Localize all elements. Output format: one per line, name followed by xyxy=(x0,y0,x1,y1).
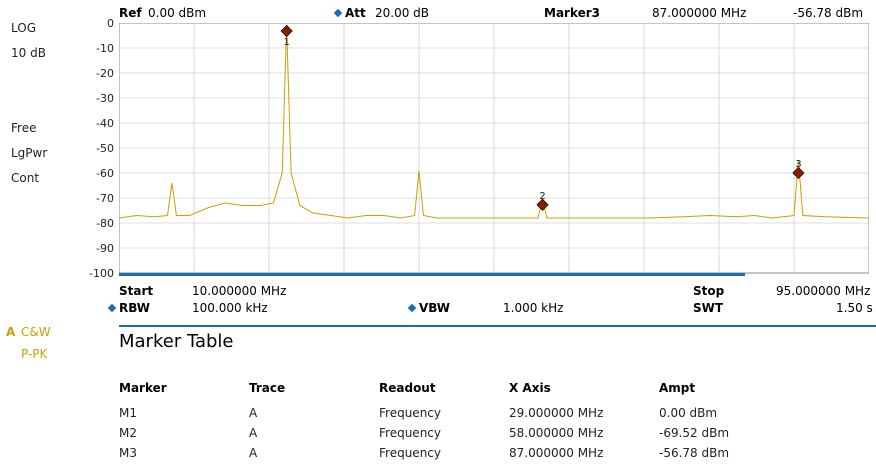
col-header-x-axis: X Axis xyxy=(509,381,551,395)
y-tick-label: -20 xyxy=(96,67,114,80)
att-label: Att xyxy=(345,6,366,20)
cell-ampt: -69.52 dBm xyxy=(659,426,730,440)
scale-type[interactable]: LOG xyxy=(11,21,37,35)
y-tick-label: 0 xyxy=(107,17,114,30)
trace-a-line xyxy=(119,25,869,219)
cell-x-axis: 87.000000 MHz xyxy=(509,446,604,460)
swt-label[interactable]: SWT xyxy=(693,301,724,315)
marker-readout-ampt: -56.78 dBm xyxy=(793,6,864,20)
section-divider xyxy=(119,325,876,327)
att-value[interactable]: 20.00 dB xyxy=(375,6,430,20)
cell-readout: Frequency xyxy=(379,426,441,440)
trace-mode[interactable]: C&W xyxy=(21,325,51,339)
cell-marker: M1 xyxy=(119,406,137,420)
marker-number-label: 3 xyxy=(795,159,801,170)
vbw-diamond-icon xyxy=(407,303,417,313)
vbw-setting[interactable]: VBW xyxy=(407,301,451,315)
marker-diamond-icon xyxy=(280,24,293,38)
y-tick-label: -90 xyxy=(96,242,114,255)
plot-grid xyxy=(119,23,869,273)
marker-number-label: 2 xyxy=(539,191,545,202)
marker-3[interactable]: 3 xyxy=(792,159,805,180)
swt-value[interactable]: 1.50 s xyxy=(836,301,873,315)
vbw-value[interactable]: 1.000 kHz xyxy=(503,301,564,315)
marker-readout-freq: 87.000000 MHz xyxy=(652,6,747,20)
rbw-setting[interactable]: RBW xyxy=(107,301,150,315)
marker-table-title: Marker Table xyxy=(119,331,234,352)
sweep-mode[interactable]: Cont xyxy=(11,171,40,185)
sweep-progress-bar xyxy=(119,273,745,276)
marker-diamond-icon xyxy=(792,166,805,180)
ref-label[interactable]: Ref xyxy=(119,6,142,20)
col-header-readout: Readout xyxy=(379,381,436,395)
marker-number-label: 1 xyxy=(283,37,289,48)
rbw-label: RBW xyxy=(119,301,150,315)
scale-div[interactable]: 10 dB xyxy=(11,46,46,60)
marker-readout-label[interactable]: Marker3 xyxy=(544,6,601,20)
spectrum-plot[interactable]: 1 2 3 xyxy=(119,23,869,276)
y-tick-label: -80 xyxy=(96,217,114,230)
marker-1[interactable]: 1 xyxy=(280,24,293,48)
cell-readout: Frequency xyxy=(379,406,441,420)
trace-id[interactable]: A xyxy=(6,325,16,339)
att-setting[interactable]: Att xyxy=(333,6,366,20)
rbw-value[interactable]: 100.000 kHz xyxy=(192,301,268,315)
ref-value[interactable]: 0.00 dBm xyxy=(148,6,207,20)
cell-marker: M2 xyxy=(119,426,137,440)
y-tick-label: -50 xyxy=(96,142,114,155)
cell-ampt: -56.78 dBm xyxy=(659,446,730,460)
start-value[interactable]: 10.000000 MHz xyxy=(192,284,287,298)
y-tick-label: -60 xyxy=(96,167,114,180)
marker-2[interactable]: 2 xyxy=(536,191,549,211)
cell-trace: A xyxy=(249,446,258,460)
trace-detector[interactable]: P-PK xyxy=(21,347,48,361)
detector-mode[interactable]: LgPwr xyxy=(11,146,48,160)
cell-x-axis: 58.000000 MHz xyxy=(509,426,604,440)
cell-x-axis: 29.000000 MHz xyxy=(509,406,604,420)
att-diamond-icon xyxy=(333,8,343,18)
col-header-trace: Trace xyxy=(249,381,286,395)
y-tick-label: -10 xyxy=(96,42,114,55)
vbw-label: VBW xyxy=(419,301,451,315)
rbw-diamond-icon xyxy=(107,303,117,313)
col-header-marker: Marker xyxy=(119,381,167,395)
y-tick-label: -30 xyxy=(96,92,114,105)
cell-ampt: 0.00 dBm xyxy=(659,406,718,420)
stop-label[interactable]: Stop xyxy=(693,284,725,298)
cell-trace: A xyxy=(249,406,258,420)
y-tick-label: -70 xyxy=(96,192,114,205)
cell-trace: A xyxy=(249,426,258,440)
start-label[interactable]: Start xyxy=(119,284,154,298)
marker-diamond-icon xyxy=(536,198,549,211)
cell-marker: M3 xyxy=(119,446,137,460)
col-header-ampt: Ampt xyxy=(659,381,696,395)
marker-group[interactable]: 1 2 3 xyxy=(280,24,805,211)
trigger-mode[interactable]: Free xyxy=(11,121,37,135)
stop-value[interactable]: 95.000000 MHz xyxy=(776,284,871,298)
cell-readout: Frequency xyxy=(379,446,441,460)
y-tick-label: -40 xyxy=(96,117,114,130)
y-tick-label: -100 xyxy=(89,267,114,280)
